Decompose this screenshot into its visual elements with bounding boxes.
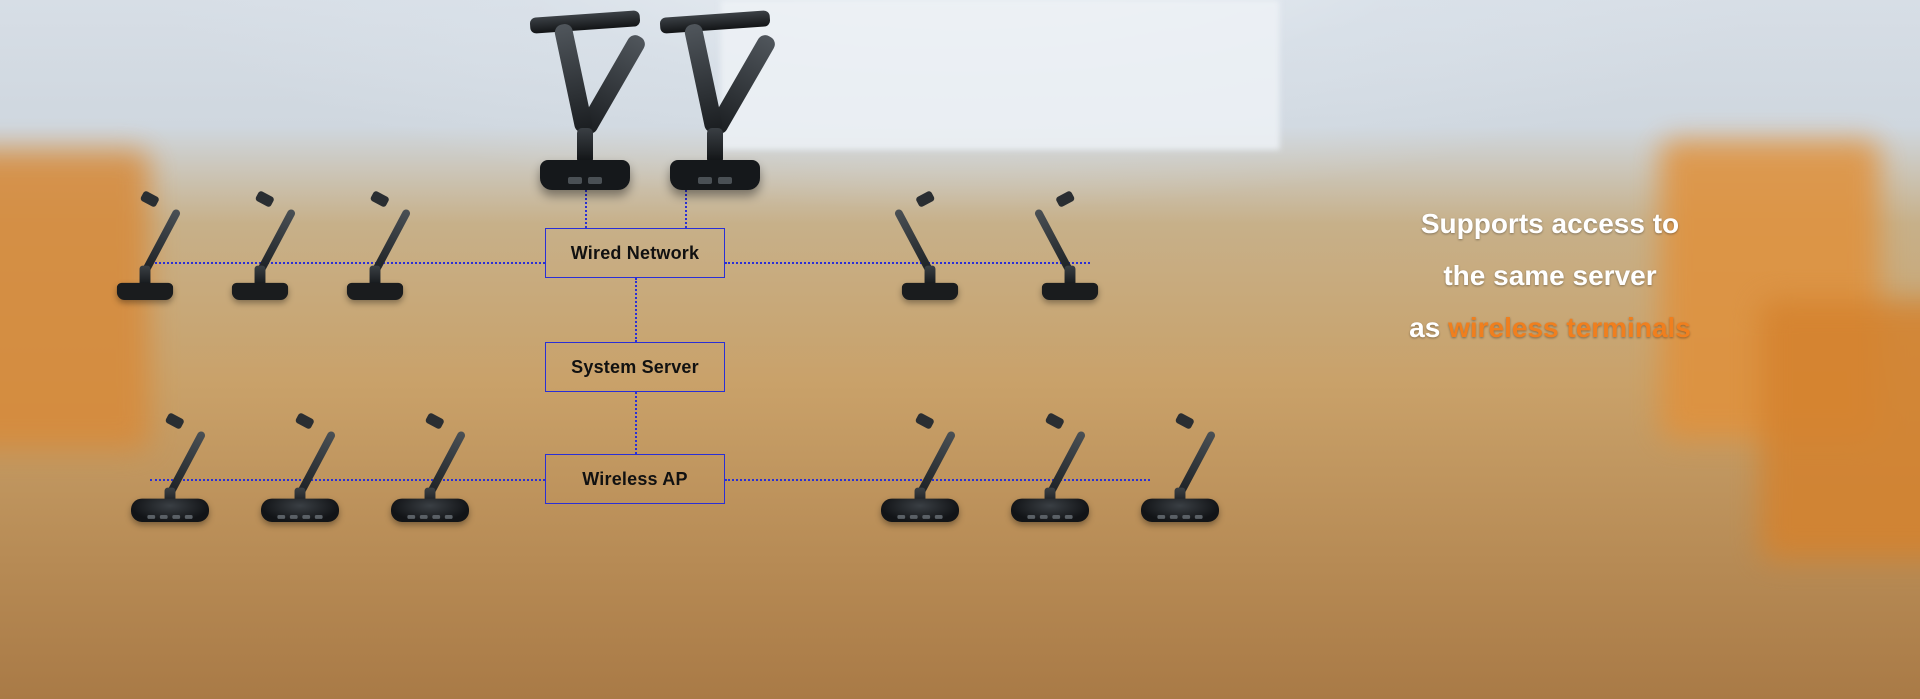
wired-mic-left-2: [213, 183, 307, 300]
chairman-unit-1: [510, 10, 660, 190]
wired-mic-right-1: [883, 183, 977, 300]
wireless-mic-left-2: [253, 405, 347, 522]
wired-mic-left-3: [328, 183, 422, 300]
node-wired-network: Wired Network: [545, 228, 725, 278]
caption-line-3-prefix: as: [1409, 312, 1448, 343]
node-label: Wired Network: [571, 243, 699, 264]
wireless-mic-right-2: [1003, 405, 1097, 522]
node-label: Wireless AP: [582, 469, 687, 490]
wired-mic-left-1: [98, 183, 192, 300]
connector: [635, 392, 637, 454]
caption-line-3: as wireless terminals: [1230, 312, 1870, 344]
node-wireless-ap: Wireless AP: [545, 454, 725, 504]
caption-line-1: Supports access to: [1230, 208, 1870, 240]
chairman-unit-2: [640, 10, 790, 190]
wired-mic-right-2: [1023, 183, 1117, 300]
wireless-mic-right-3: [1133, 405, 1227, 522]
connector: [635, 278, 637, 342]
node-system-server: System Server: [545, 342, 725, 392]
projector-screen: [720, 0, 1280, 150]
caption-line-2: the same server: [1230, 260, 1870, 292]
wireless-mic-left-3: [383, 405, 477, 522]
stage: Wired Network System Server Wireless AP …: [0, 0, 1920, 699]
caption-line-3-accent: wireless terminals: [1448, 312, 1691, 343]
node-label: System Server: [571, 357, 699, 378]
wireless-mic-right-1: [873, 405, 967, 522]
caption: Supports access to the same server as wi…: [1230, 208, 1870, 364]
wireless-mic-left-1: [123, 405, 217, 522]
